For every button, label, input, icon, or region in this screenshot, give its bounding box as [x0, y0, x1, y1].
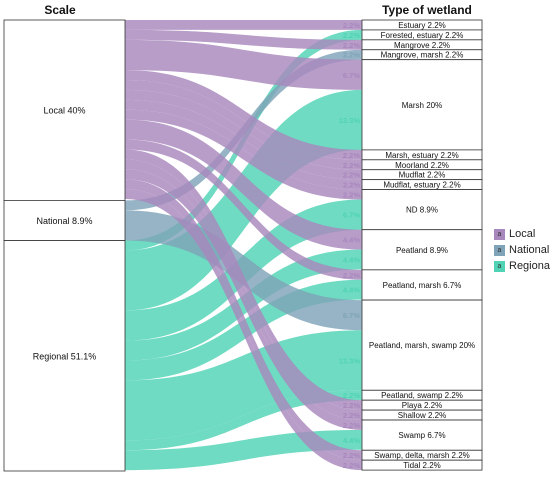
flow-local-to-swamp-delta-marsh — [125, 179, 362, 461]
flow-label: 6.7% — [343, 311, 360, 320]
flow-local-to-mudflat-estuary — [125, 99, 362, 190]
flow-label: 13.3% — [339, 356, 361, 365]
flow-local-to-nd — [125, 109, 362, 200]
flow-label: 6.7% — [343, 71, 360, 80]
flow-local-to-mangrove — [125, 29, 362, 50]
node-label-swamp: Swamp 6.7% — [398, 431, 445, 440]
flow-label: 2.2% — [343, 391, 360, 400]
node-label-forested-estuary: Forested, estuary 2.2% — [381, 31, 464, 40]
flow-label: 2.2% — [343, 171, 360, 180]
right-axis-title: Type of wetland — [382, 3, 472, 17]
flow-label: 2.2% — [343, 191, 360, 200]
node-peatland-marsh-swamp — [361, 299, 483, 391]
flow-label: 2.2% — [343, 31, 360, 40]
flow-regional-to-peatland-marsh-swamp — [125, 330, 362, 441]
flows-group — [125, 20, 362, 471]
node-local — [3, 19, 126, 201]
flow-local-to-mudflat — [125, 89, 362, 180]
flow-local-to-peatland-marsh — [125, 139, 362, 280]
node-label-mangrove: Mangrove 2.2% — [394, 41, 450, 50]
node-label-mangrove-marsh: Mangrove, marsh 2.2% — [381, 51, 464, 60]
flow-local-to-tidal — [125, 189, 362, 471]
flow-national-to-peatland-marsh-swamp — [125, 210, 362, 331]
flow-label: 2.2% — [343, 421, 360, 430]
flow-label: 2.2% — [343, 401, 360, 410]
flow-local-to-marsh — [125, 39, 362, 90]
flow-label: 4.4% — [343, 286, 360, 295]
node-label-peatland: Peatland 8.9% — [396, 246, 448, 255]
flow-label: 2.2% — [343, 161, 360, 170]
node-peatland — [361, 229, 483, 271]
legend-item-national: a National — [494, 242, 550, 258]
legend-label-national: National — [509, 244, 550, 256]
node-label-shallow: Shallow 2.2% — [398, 411, 446, 420]
node-label-marsh: Marsh 20% — [402, 101, 442, 110]
flow-local-to-swamp — [125, 169, 362, 430]
node-regional — [3, 240, 126, 472]
flow-label: 6.7% — [343, 211, 360, 220]
node-peatland-marsh — [361, 269, 483, 301]
flow-label: 4.4% — [343, 255, 360, 264]
node-label-local: Local 40% — [43, 106, 85, 116]
flow-local-to-moorland — [125, 79, 362, 170]
flow-label: 2.2% — [343, 271, 360, 280]
node-label-regional: Regional 51.1% — [33, 351, 97, 361]
node-nd — [361, 189, 483, 231]
flow-label: 2.2% — [343, 411, 360, 420]
node-label-peatland-marsh-swamp: Peatland, marsh, swamp 20% — [369, 341, 475, 350]
node-label-playa: Playa 2.2% — [402, 401, 442, 410]
flow-label: 4.4% — [343, 436, 360, 445]
flow-label: 4.4% — [343, 236, 360, 245]
flow-local-to-playa — [125, 149, 362, 411]
flow-regional-to-peatland-swamp — [125, 390, 362, 451]
node-label-mudflat-estuary: Mudflat, estuary 2.2% — [383, 181, 460, 190]
flow-local-to-marsh-estuary — [125, 70, 362, 160]
legend-swatch-national: a — [494, 244, 505, 256]
left-axis-title: Scale — [44, 3, 76, 17]
node-label-swamp-delta-marsh: Swamp, delta, marsh 2.2% — [374, 451, 470, 460]
node-label-peatland-marsh: Peatland, marsh 6.7% — [383, 281, 462, 290]
legend: a Local a National a Regional — [494, 226, 550, 274]
node-label-national: National 8.9% — [36, 216, 92, 226]
node-label-nd: ND 8.9% — [406, 206, 438, 215]
legend-item-regional: a Regional — [494, 258, 550, 274]
node-label-mudflat: Mudflat 2.2% — [399, 171, 446, 180]
flow-label: 13.3% — [339, 116, 361, 125]
flow-labels-group: 2.2%2.2%2.2%2.2%6.7%13.3%2.2%2.2%2.2%2.2… — [339, 21, 361, 470]
nodes-group: Local 40% National 8.9% Regional 51.1% Estu… — [3, 19, 483, 472]
flow-label: 2.2% — [343, 451, 360, 460]
node-label-estuary: Estuary 2.2% — [398, 21, 446, 30]
flow-label: 2.2% — [343, 41, 360, 50]
flow-label: 2.2% — [343, 51, 360, 60]
flow-label: 2.2% — [343, 151, 360, 160]
node-label-tidal: Tidal 2.2% — [403, 461, 441, 470]
flow-local-to-estuary — [125, 20, 362, 30]
flow-local-to-shallow — [125, 159, 362, 421]
node-national — [3, 199, 126, 241]
flow-label: 2.2% — [343, 461, 360, 470]
legend-label-regional: Regional — [509, 260, 550, 272]
node-tidal — [361, 459, 483, 471]
flow-label: 2.2% — [343, 181, 360, 190]
legend-label-local: Local — [509, 228, 536, 240]
legend-swatch-local: a — [494, 228, 505, 240]
legend-swatch-regional: a — [494, 260, 505, 272]
legend-item-local: a Local — [494, 226, 550, 242]
flow-label: 2.2% — [343, 21, 360, 30]
node-swamp — [361, 419, 483, 451]
node-label-peatland-swamp: Peatland, swamp 2.2% — [381, 391, 463, 400]
flow-regional-to-peatland — [125, 249, 362, 361]
node-label-marsh-estuary: Marsh, estuary 2.2% — [385, 151, 458, 160]
node-marsh — [361, 59, 483, 151]
node-label-moorland: Moorland 2.2% — [395, 161, 449, 170]
flow-local-to-peatland — [125, 119, 362, 250]
